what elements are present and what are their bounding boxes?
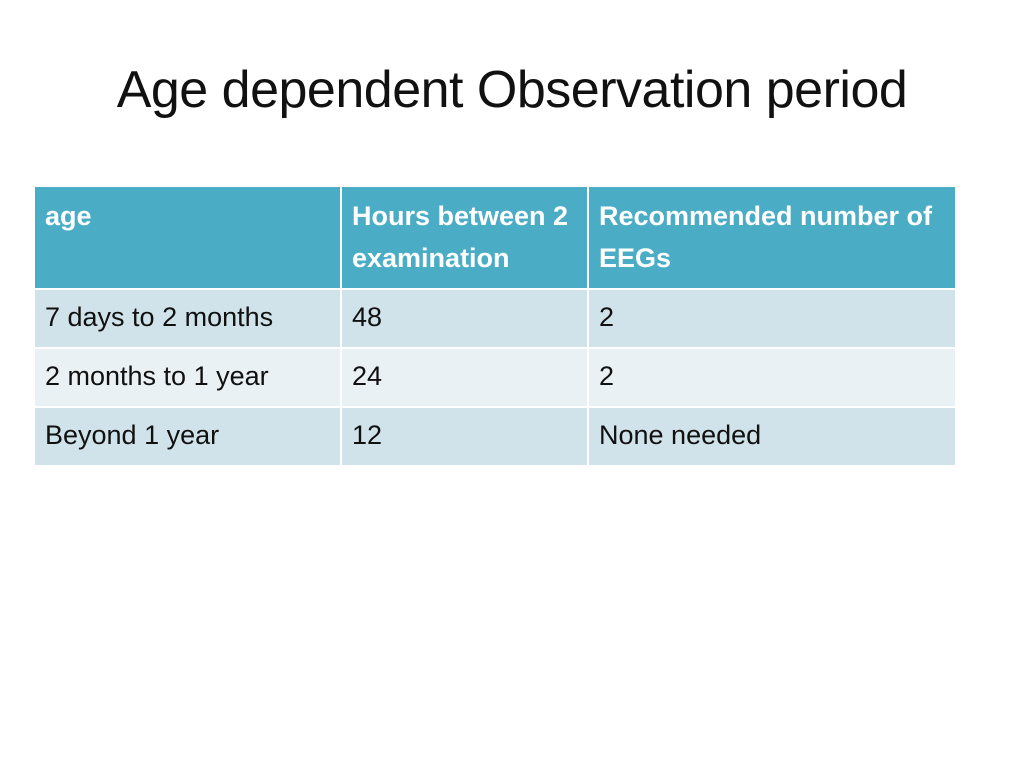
table-header-row: age Hours between 2 examination Recommen… bbox=[35, 187, 955, 290]
cell-age: Beyond 1 year bbox=[35, 407, 342, 467]
cell-eeg-count: None needed bbox=[588, 407, 955, 467]
header-recommended-eegs: Recommended number of EEGs bbox=[588, 187, 955, 290]
header-age: age bbox=[35, 187, 342, 290]
cell-age: 2 months to 1 year bbox=[35, 348, 342, 408]
cell-hours: 48 bbox=[341, 289, 589, 349]
table-row: 2 months to 1 year 24 2 bbox=[35, 348, 955, 408]
header-hours-between-examination: Hours between 2 examination bbox=[341, 187, 589, 290]
table-row: 7 days to 2 months 48 2 bbox=[35, 289, 955, 349]
slide-title: Age dependent Observation period bbox=[116, 61, 908, 119]
cell-age: 7 days to 2 months bbox=[35, 289, 342, 349]
cell-hours: 24 bbox=[341, 348, 589, 408]
table-row: Beyond 1 year 12 None needed bbox=[35, 407, 955, 467]
cell-hours: 12 bbox=[341, 407, 589, 467]
cell-eeg-count: 2 bbox=[588, 289, 955, 349]
observation-period-table: age Hours between 2 examination Recommen… bbox=[35, 187, 955, 467]
cell-eeg-count: 2 bbox=[588, 348, 955, 408]
